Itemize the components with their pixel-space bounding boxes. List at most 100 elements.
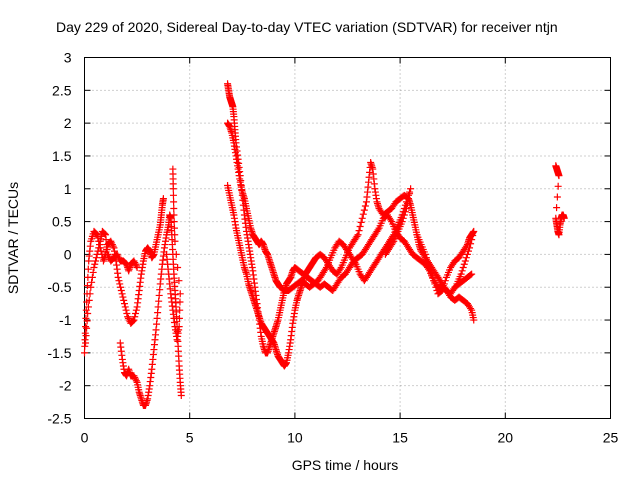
- data-point: [86, 290, 94, 298]
- data-point: [131, 313, 139, 321]
- data-point: [426, 264, 434, 272]
- series-track-b: [82, 227, 141, 347]
- data-point: [130, 316, 138, 324]
- data-point: [117, 287, 125, 295]
- data-point: [360, 206, 368, 214]
- data-point: [427, 267, 435, 275]
- data-point: [175, 277, 183, 285]
- data-point: [170, 211, 178, 219]
- data-point: [176, 290, 184, 298]
- x-tick-labels: 0 5 10 15 20 25: [81, 430, 619, 446]
- data-point: [463, 250, 471, 258]
- data-point: [171, 231, 179, 239]
- data-point: [88, 273, 96, 281]
- data-point: [89, 268, 97, 276]
- series-track-i: [552, 162, 568, 239]
- data-point: [124, 313, 132, 321]
- data-point: [439, 283, 447, 291]
- data-point: [175, 323, 183, 331]
- data-point: [83, 282, 91, 290]
- data-point: [82, 323, 90, 331]
- data-point: [109, 242, 117, 250]
- data-point: [91, 260, 99, 268]
- data-point: [459, 264, 467, 272]
- data-point: [130, 257, 138, 265]
- data-point: [422, 254, 430, 262]
- data-point: [423, 257, 431, 265]
- data-point: [120, 300, 128, 308]
- data-point: [176, 306, 184, 314]
- y-tick-label: 3: [64, 50, 72, 66]
- y-tick-label: -1: [59, 312, 72, 328]
- data-point: [381, 250, 389, 258]
- x-tick-label: 25: [603, 430, 619, 446]
- data-point: [81, 349, 88, 357]
- data-point: [356, 223, 364, 231]
- data-point: [402, 204, 410, 212]
- data-point: [429, 273, 437, 281]
- data-point: [470, 227, 478, 235]
- data-point: [321, 265, 329, 273]
- y-tick-label: 1: [64, 181, 72, 197]
- data-point: [421, 250, 429, 258]
- data-point: [129, 317, 137, 325]
- data-point: [85, 296, 93, 304]
- data-point: [355, 227, 363, 235]
- series-track-h: [413, 227, 478, 298]
- data-point: [123, 309, 131, 317]
- series-track-g: [224, 159, 478, 370]
- data-point: [175, 314, 183, 322]
- data-point: [170, 218, 178, 226]
- data-point: [83, 324, 91, 332]
- data-point: [83, 317, 91, 325]
- data-point: [425, 260, 433, 268]
- data-point: [118, 290, 126, 298]
- data-point: [438, 287, 446, 295]
- data-point: [354, 231, 362, 239]
- data-point: [430, 277, 438, 285]
- data-point: [132, 262, 140, 270]
- data-point: [453, 280, 461, 288]
- data-point: [130, 372, 138, 380]
- data-point: [88, 278, 96, 286]
- data-point: [458, 267, 466, 275]
- data-point: [84, 303, 92, 311]
- data-point: [560, 214, 568, 222]
- data-point: [170, 204, 178, 212]
- data-point: [461, 257, 469, 265]
- data-series: [81, 80, 568, 409]
- y-tick-label: 2: [64, 115, 72, 131]
- data-point: [361, 202, 369, 210]
- data-point: [132, 309, 140, 317]
- x-tick-label: 0: [81, 430, 89, 446]
- y-tick-label: -0.5: [47, 279, 71, 295]
- data-point: [174, 264, 182, 272]
- data-point: [359, 210, 367, 218]
- data-point: [462, 254, 470, 262]
- data-point: [95, 241, 103, 249]
- data-point: [469, 232, 477, 240]
- data-point: [437, 287, 445, 295]
- y-tick-label: -1.5: [47, 345, 71, 361]
- data-point: [171, 237, 179, 245]
- data-point: [357, 218, 365, 226]
- data-point: [121, 303, 129, 311]
- data-point: [84, 265, 92, 273]
- data-point: [92, 254, 100, 262]
- axis-ticks: [84, 57, 611, 419]
- data-point: [93, 250, 101, 258]
- data-point: [159, 195, 167, 203]
- data-point: [466, 244, 474, 252]
- data-point: [468, 270, 476, 278]
- data-point: [177, 392, 185, 400]
- x-axis-label: GPS time / hours: [292, 457, 399, 473]
- data-point: [464, 247, 472, 255]
- data-point: [468, 236, 476, 244]
- data-point: [122, 306, 130, 314]
- data-point: [353, 232, 361, 240]
- data-point: [120, 296, 128, 304]
- x-tick-label: 15: [392, 430, 408, 446]
- data-point: [107, 237, 115, 245]
- data-point: [114, 252, 122, 260]
- data-point: [95, 244, 103, 252]
